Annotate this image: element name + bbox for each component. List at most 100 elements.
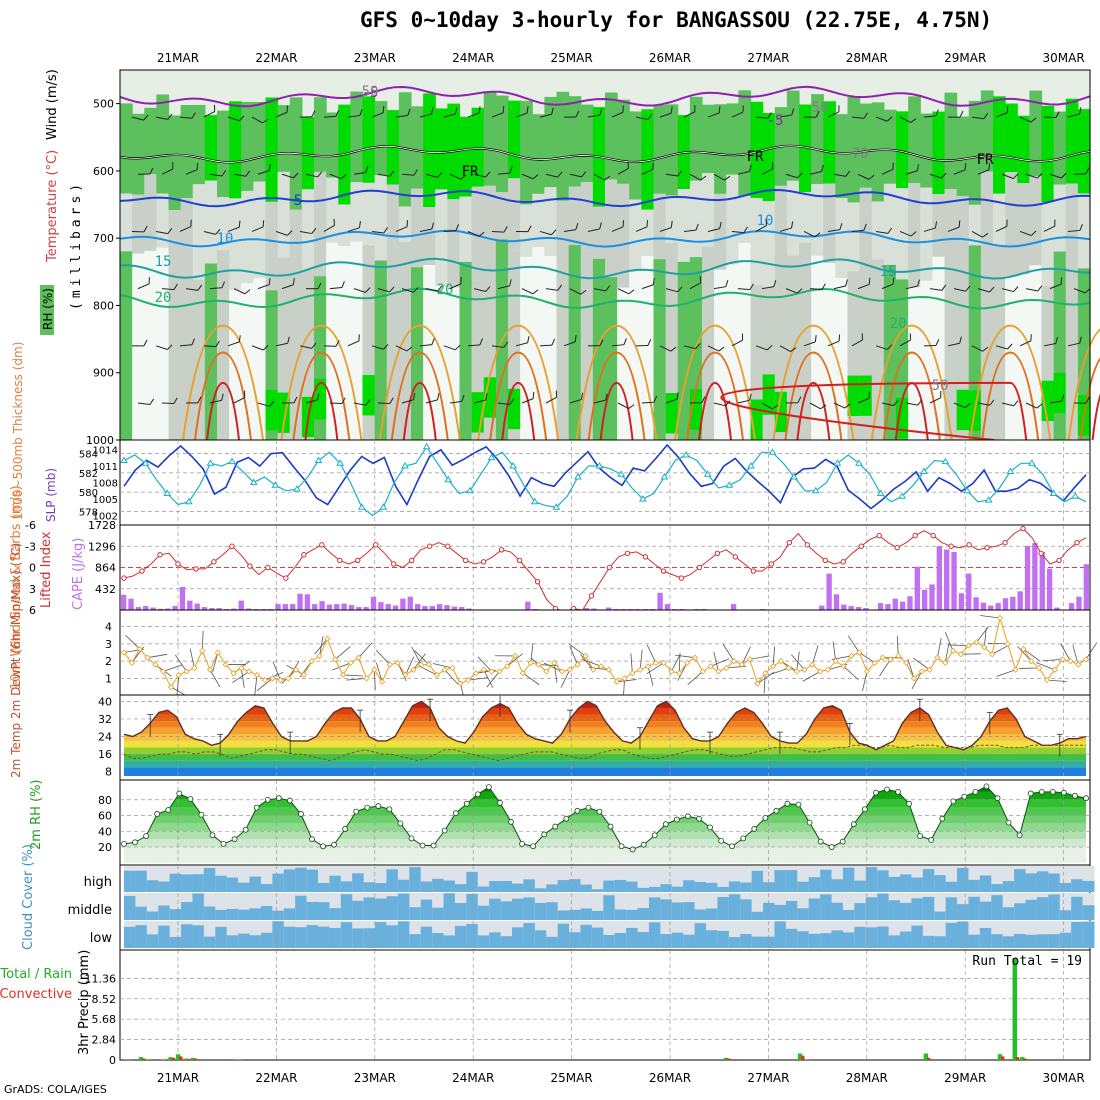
- wind-barb-shaft: [334, 646, 351, 660]
- cape-bar: [459, 607, 465, 610]
- cloud-cell-bg: [443, 921, 456, 948]
- cape-bar: [275, 604, 281, 610]
- cape-bar: [995, 603, 1001, 610]
- cloud-cell: [489, 898, 502, 920]
- wind-barb-flag: [479, 338, 483, 346]
- wind-barb-flag: [460, 174, 467, 180]
- wind-barb: [257, 401, 275, 407]
- wind-barb-10m: [125, 634, 140, 650]
- cloud-cell: [591, 889, 604, 892]
- legend-temperature: Temperature (°C): [45, 150, 60, 263]
- ytick-thickness: 584: [79, 450, 98, 461]
- wind-barb-flag: [167, 113, 173, 120]
- cloud-cell-bg: [591, 893, 604, 920]
- rh-cell: [714, 104, 727, 194]
- wind-barb-flag: [989, 399, 995, 406]
- wind-barb-flag: [286, 230, 293, 236]
- date-label-top: 22MAR: [255, 51, 297, 65]
- wind-barb-shaft: [477, 656, 492, 672]
- wind-barb-flag: [886, 116, 893, 122]
- wind-barb: [881, 400, 899, 407]
- wind-barb: [257, 277, 271, 290]
- rh-cell: [847, 96, 861, 203]
- rh-marker: [463, 800, 470, 807]
- wind-barb-10m: [582, 658, 602, 667]
- cloud-cell: [169, 909, 182, 920]
- wind-barb: [665, 170, 683, 177]
- wind-barb-10m: [639, 649, 643, 670]
- wind-barb-10m: [506, 653, 523, 667]
- wind-marker: [1020, 645, 1027, 653]
- wind-barb-flag: [765, 218, 767, 226]
- rh-cell: [459, 261, 473, 440]
- rh-cell: [605, 277, 618, 440]
- wind-barb-shaft: [1067, 342, 1080, 347]
- wind-barb-shaft: [843, 666, 859, 681]
- wind-barb-shaft: [731, 230, 744, 234]
- cloud-cell: [842, 867, 855, 892]
- precip-conv-bar: [149, 1059, 153, 1060]
- precip-total-bar: [723, 1057, 729, 1060]
- rh-marker: [1027, 790, 1034, 797]
- precip-conv-bar: [927, 1057, 931, 1060]
- cloud-cell: [523, 923, 536, 948]
- contour-label: 20: [437, 282, 454, 298]
- cape-bar: [209, 608, 215, 610]
- rh-cell: [1017, 115, 1030, 184]
- rh-marker: [508, 818, 514, 825]
- wind-barb: [305, 393, 320, 404]
- cloud-cell-bg: [763, 866, 775, 892]
- wind-barb-shaft: [358, 642, 373, 658]
- wind-marker: [934, 654, 941, 661]
- wind-barb-shaft: [731, 339, 743, 347]
- slp-marker: [509, 462, 518, 469]
- wind-barb: [881, 162, 894, 175]
- wind-barb: [467, 230, 485, 237]
- wind-barb: [659, 106, 673, 118]
- wind-barb-shaft: [1035, 662, 1055, 671]
- wind-barb-flag: [670, 220, 673, 228]
- cloud-cell-bg: [272, 893, 285, 920]
- wind-barb-shaft: [539, 113, 552, 118]
- li-marker: [426, 543, 433, 549]
- wind-marker: [684, 659, 691, 666]
- wind-marker: [699, 668, 706, 675]
- cape-bar: [436, 604, 443, 610]
- wind-barb-shaft: [444, 669, 459, 685]
- li-marker: [211, 559, 217, 565]
- wind-barb: [947, 110, 964, 118]
- wind-barb-10m: [980, 615, 1001, 619]
- wind-barb-shaft: [233, 397, 245, 404]
- wind-barb-10m: [911, 671, 923, 690]
- wind-barb-flag: [509, 166, 513, 174]
- wind-barb-shaft: [155, 345, 168, 350]
- wind-barb-flag: [437, 172, 443, 178]
- wind-marker: [949, 647, 957, 654]
- rh-cell: [217, 250, 230, 440]
- wind-barb: [377, 397, 394, 405]
- cloud-cell: [945, 922, 958, 948]
- cloud-cell: [797, 881, 810, 892]
- wind-barb: [227, 115, 245, 122]
- wind-barb-shaft: [761, 402, 773, 410]
- cloud-cell-bg: [580, 893, 593, 920]
- wind-barb-flag: [383, 227, 389, 234]
- wind-barb: [851, 112, 868, 119]
- date-label-top: 23MAR: [354, 51, 396, 65]
- li-marker: [606, 564, 613, 571]
- wind-barb-flag: [844, 403, 851, 409]
- wind-barb-shaft: [395, 345, 408, 352]
- wind-barb: [521, 391, 535, 404]
- rh-marker: [1072, 792, 1078, 799]
- rh-cell: [556, 91, 570, 201]
- slp-marker: [444, 475, 453, 483]
- wind-barb: [227, 335, 241, 347]
- cloud-cell: [318, 882, 330, 892]
- wind-barb-flag: [574, 335, 577, 342]
- wind-barb-shaft: [203, 230, 216, 235]
- cloud-cell-bg: [614, 893, 627, 920]
- wind-barb: [185, 284, 203, 291]
- wind-barb: [467, 106, 481, 118]
- cloud-cell: [660, 899, 673, 920]
- wind-marker: [605, 666, 612, 673]
